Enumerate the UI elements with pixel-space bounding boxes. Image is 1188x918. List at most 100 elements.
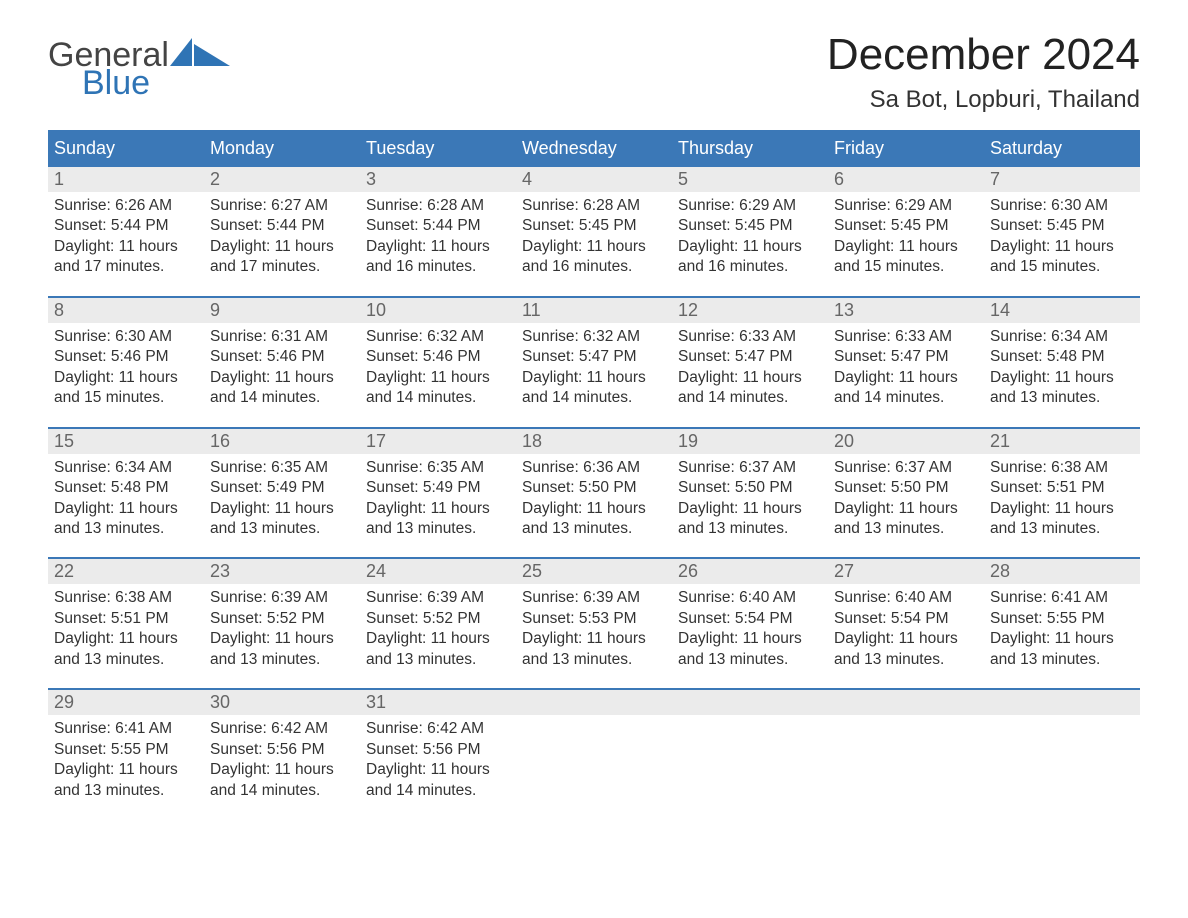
sunset-text: Sunset: 5:55 PM: [54, 740, 198, 760]
calendar: Sunday Monday Tuesday Wednesday Thursday…: [48, 130, 1140, 801]
daylight-line-2: and 16 minutes.: [366, 257, 510, 277]
sunrise-text: Sunrise: 6:34 AM: [54, 458, 198, 478]
daylight-line-1: Daylight: 11 hours: [366, 499, 510, 519]
sunset-text: Sunset: 5:51 PM: [990, 478, 1134, 498]
week-block: 293031Sunrise: 6:41 AMSunset: 5:55 PMDay…: [48, 688, 1140, 801]
dow-wednesday: Wednesday: [516, 130, 672, 167]
sunrise-text: Sunrise: 6:39 AM: [210, 588, 354, 608]
day-number-row: 891011121314: [48, 298, 1140, 323]
daylight-line-2: and 13 minutes.: [834, 650, 978, 670]
day-cell: Sunrise: 6:30 AMSunset: 5:46 PMDaylight:…: [48, 323, 204, 409]
month-title: December 2024: [827, 30, 1140, 80]
sunrise-text: Sunrise: 6:39 AM: [522, 588, 666, 608]
daylight-line-2: and 13 minutes.: [678, 650, 822, 670]
dow-friday: Friday: [828, 130, 984, 167]
sunrise-text: Sunrise: 6:38 AM: [990, 458, 1134, 478]
day-cell: Sunrise: 6:37 AMSunset: 5:50 PMDaylight:…: [828, 454, 984, 540]
sunrise-text: Sunrise: 6:42 AM: [210, 719, 354, 739]
day-number: 7: [984, 167, 1140, 192]
day-content-row: Sunrise: 6:38 AMSunset: 5:51 PM Daylight:…: [48, 584, 1140, 670]
sunrise-text: Sunrise: 6:30 AM: [990, 196, 1134, 216]
title-block: December 2024 Sa Bot, Lopburi, Thailand: [827, 30, 1140, 114]
week-block: 891011121314Sunrise: 6:30 AMSunset: 5:46…: [48, 296, 1140, 409]
day-cell: Sunrise: 6:37 AMSunset: 5:50 PMDaylight:…: [672, 454, 828, 540]
day-number: 15: [48, 429, 204, 454]
daylight-line-1: Daylight: 11 hours: [834, 368, 978, 388]
sunset-text: Sunset: 5:49 PM: [210, 478, 354, 498]
day-number: 4: [516, 167, 672, 192]
sunset-text: Sunset: 5:45 PM: [834, 216, 978, 236]
daylight-line-1: Daylight: 11 hours: [522, 499, 666, 519]
daylight-line-1: Daylight: 11 hours: [366, 629, 510, 649]
daylight-line-2: and 13 minutes.: [366, 650, 510, 670]
sunrise-text: Sunrise: 6:37 AM: [834, 458, 978, 478]
day-number-row: 1234567: [48, 167, 1140, 192]
day-cell: Sunrise: 6:36 AMSunset: 5:50 PMDaylight:…: [516, 454, 672, 540]
sunset-text: Sunset: 5:48 PM: [54, 478, 198, 498]
daylight-line-2: and 13 minutes.: [522, 519, 666, 539]
daylight-line-2: and 13 minutes.: [990, 388, 1134, 408]
daylight-line-1: Daylight: 11 hours: [990, 629, 1134, 649]
day-number-row: 22232425262728: [48, 559, 1140, 584]
daylight-line-1: Daylight: 11 hours: [366, 237, 510, 257]
sunset-text: Sunset: 5:51 PM: [54, 609, 198, 629]
daylight-line-2: and 15 minutes.: [990, 257, 1134, 277]
sunset-text: Sunset: 5:52 PM: [210, 609, 354, 629]
daylight-line-1: Daylight: 11 hours: [834, 629, 978, 649]
daylight-line-1: Daylight: 11 hours: [522, 237, 666, 257]
daylight-line-2: and 16 minutes.: [678, 257, 822, 277]
daylight-line-2: and 13 minutes.: [54, 519, 198, 539]
sunset-text: Sunset: 5:44 PM: [210, 216, 354, 236]
day-number: 9: [204, 298, 360, 323]
daylight-line-1: Daylight: 11 hours: [834, 499, 978, 519]
day-number: 17: [360, 429, 516, 454]
sunset-text: Sunset: 5:46 PM: [210, 347, 354, 367]
day-number: 14: [984, 298, 1140, 323]
day-number: 19: [672, 429, 828, 454]
day-number: [828, 690, 984, 715]
daylight-line-2: and 15 minutes.: [834, 257, 978, 277]
daylight-line-1: Daylight: 11 hours: [54, 368, 198, 388]
sunset-text: Sunset: 5:54 PM: [834, 609, 978, 629]
dow-tuesday: Tuesday: [360, 130, 516, 167]
day-cell: Sunrise: 6:34 AMSunset: 5:48 PMDaylight:…: [984, 323, 1140, 409]
daylight-line-1: Daylight: 11 hours: [678, 237, 822, 257]
day-number: 21: [984, 429, 1140, 454]
day-number: 1: [48, 167, 204, 192]
day-number: 12: [672, 298, 828, 323]
day-number: 10: [360, 298, 516, 323]
sunrise-text: Sunrise: 6:32 AM: [522, 327, 666, 347]
daylight-line-1: Daylight: 11 hours: [522, 368, 666, 388]
day-cell: Sunrise: 6:32 AMSunset: 5:46 PMDaylight:…: [360, 323, 516, 409]
day-content-row: Sunrise: 6:26 AMSunset: 5:44 PMDaylight:…: [48, 192, 1140, 278]
day-content-row: Sunrise: 6:34 AMSunset: 5:48 PM Daylight:…: [48, 454, 1140, 540]
day-number: 3: [360, 167, 516, 192]
sunrise-text: Sunrise: 6:29 AM: [678, 196, 822, 216]
daylight-line-2: and 13 minutes.: [366, 519, 510, 539]
daylight-line-1: Daylight: 11 hours: [210, 499, 354, 519]
daylight-line-2: and 14 minutes.: [522, 388, 666, 408]
sunrise-text: Sunrise: 6:33 AM: [678, 327, 822, 347]
daylight-line-1: Daylight: 11 hours: [210, 629, 354, 649]
day-cell: [828, 715, 984, 801]
sunset-text: Sunset: 5:46 PM: [366, 347, 510, 367]
day-number: 11: [516, 298, 672, 323]
sunrise-text: Sunrise: 6:33 AM: [834, 327, 978, 347]
day-cell: Sunrise: 6:33 AMSunset: 5:47 PMDaylight:…: [672, 323, 828, 409]
day-number-row: 15161718192021: [48, 429, 1140, 454]
daylight-line-1: Daylight: 11 hours: [366, 760, 510, 780]
day-number: 23: [204, 559, 360, 584]
dow-sunday: Sunday: [48, 130, 204, 167]
daylight-line-1: Daylight: 11 hours: [678, 499, 822, 519]
sunset-text: Sunset: 5:50 PM: [678, 478, 822, 498]
daylight-line-2: and 13 minutes.: [54, 650, 198, 670]
day-number: 31: [360, 690, 516, 715]
day-cell: Sunrise: 6:35 AMSunset: 5:49 PMDaylight:…: [204, 454, 360, 540]
daylight-line-1: Daylight: 11 hours: [990, 368, 1134, 388]
day-cell: [516, 715, 672, 801]
day-cell: Sunrise: 6:27 AMSunset: 5:44 PMDaylight:…: [204, 192, 360, 278]
daylight-line-2: and 16 minutes.: [522, 257, 666, 277]
brand-logo: General Blue: [48, 30, 169, 100]
week-block: 15161718192021Sunrise: 6:34 AMSunset: 5:…: [48, 427, 1140, 540]
sunrise-text: Sunrise: 6:38 AM: [54, 588, 198, 608]
